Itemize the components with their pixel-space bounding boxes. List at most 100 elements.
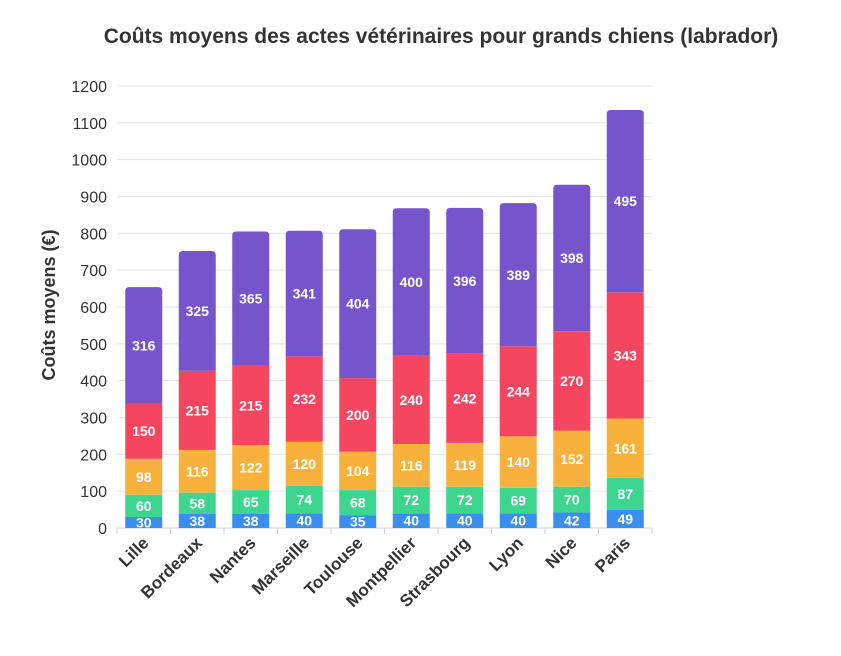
bar-segment — [553, 486, 591, 513]
data-label: 116 — [400, 457, 423, 473]
data-label: 120 — [293, 456, 317, 472]
data-label: 215 — [239, 398, 263, 414]
bar-segment — [285, 486, 323, 514]
data-label: 74 — [296, 492, 312, 508]
bar-segment — [232, 490, 270, 515]
bar-segment — [232, 231, 270, 366]
data-label: 70 — [564, 492, 580, 508]
bar-segment — [339, 378, 377, 452]
bar-segment — [499, 513, 537, 528]
bar-segment — [606, 292, 644, 419]
data-label: 396 — [453, 273, 477, 289]
bar-segment — [499, 436, 537, 488]
data-label: 404 — [346, 296, 370, 312]
bar-segment — [339, 490, 377, 516]
data-label: 72 — [403, 492, 419, 508]
chart-title: Coûts moyens des actes vétérinaires pour… — [104, 25, 779, 48]
bar-segment — [606, 109, 644, 293]
bar-segment — [446, 442, 484, 487]
bar-segment — [446, 486, 484, 514]
data-label: 35 — [350, 514, 366, 530]
bar-segment — [499, 487, 537, 514]
data-label: 152 — [560, 451, 584, 467]
bar-segment — [553, 331, 591, 431]
data-label: 365 — [239, 291, 263, 307]
data-label: 42 — [564, 512, 580, 528]
y-tick-label: 300 — [80, 411, 107, 428]
data-label: 343 — [614, 347, 638, 363]
data-label: 69 — [510, 493, 526, 509]
data-label: 116 — [186, 463, 209, 479]
data-label: 316 — [132, 337, 156, 353]
data-label: 341 — [293, 286, 317, 302]
data-label: 68 — [350, 495, 366, 511]
data-label: 104 — [346, 463, 370, 479]
bar-segment — [499, 346, 537, 437]
data-label: 98 — [136, 469, 152, 485]
bar-segment — [446, 207, 484, 354]
bar-segment — [178, 449, 216, 493]
y-tick-label: 1100 — [73, 116, 108, 133]
bar-segment — [285, 441, 323, 487]
y-tick-label: 400 — [80, 374, 107, 391]
data-label: 150 — [132, 423, 156, 439]
data-label: 49 — [617, 511, 633, 527]
y-tick-label: 800 — [80, 226, 107, 243]
x-tick-label: Nice — [542, 533, 581, 572]
data-label: 270 — [560, 373, 584, 389]
data-label: 398 — [560, 250, 584, 266]
data-label: 200 — [346, 407, 370, 423]
data-label: 495 — [614, 193, 638, 209]
bar-segment — [339, 451, 377, 491]
data-label: 140 — [507, 454, 531, 470]
data-label: 38 — [243, 513, 259, 529]
bar-segment — [392, 444, 430, 487]
data-label: 232 — [293, 391, 317, 407]
y-tick-label: 900 — [80, 190, 107, 207]
bar-segment — [125, 516, 163, 528]
bar-segment — [285, 356, 323, 442]
bar-segment — [232, 514, 270, 528]
data-label: 242 — [453, 390, 477, 406]
bars — [125, 109, 644, 528]
bar-segment — [392, 208, 430, 356]
bar-segment — [606, 477, 644, 510]
bar-segment — [125, 494, 163, 517]
bar-segment — [392, 513, 430, 528]
y-tick-label: 0 — [98, 521, 107, 538]
bar-segment — [553, 184, 591, 332]
data-label: 40 — [403, 513, 419, 529]
data-label: 244 — [507, 383, 531, 399]
y-tick-label: 1000 — [71, 153, 107, 170]
bar-segment — [232, 365, 270, 446]
data-label: 161 — [614, 440, 638, 456]
data-label: 72 — [457, 492, 473, 508]
data-label: 30 — [136, 514, 152, 530]
bar-segment — [392, 355, 430, 445]
data-label: 389 — [507, 267, 531, 283]
data-label: 38 — [189, 513, 205, 529]
x-tick-label: Lyon — [485, 533, 527, 575]
bar-segment — [606, 418, 644, 478]
bar-segment — [232, 445, 270, 491]
data-label: 40 — [510, 513, 526, 529]
data-label: 122 — [239, 460, 263, 476]
data-label: 119 — [453, 457, 476, 473]
data-label: 40 — [296, 513, 312, 529]
bar-segment — [392, 486, 430, 514]
bar-segment — [446, 353, 484, 443]
bar-segment — [125, 458, 163, 495]
data-label: 40 — [457, 513, 473, 529]
data-label: 325 — [186, 303, 210, 319]
data-label: 240 — [400, 392, 424, 408]
bar-segment — [339, 229, 377, 379]
y-tick-label: 600 — [80, 300, 107, 317]
bar-segment — [125, 287, 163, 404]
bar-segment — [178, 492, 216, 515]
bar-segment — [178, 514, 216, 528]
bar-segment — [339, 515, 377, 528]
y-tick-label: 100 — [80, 484, 107, 501]
